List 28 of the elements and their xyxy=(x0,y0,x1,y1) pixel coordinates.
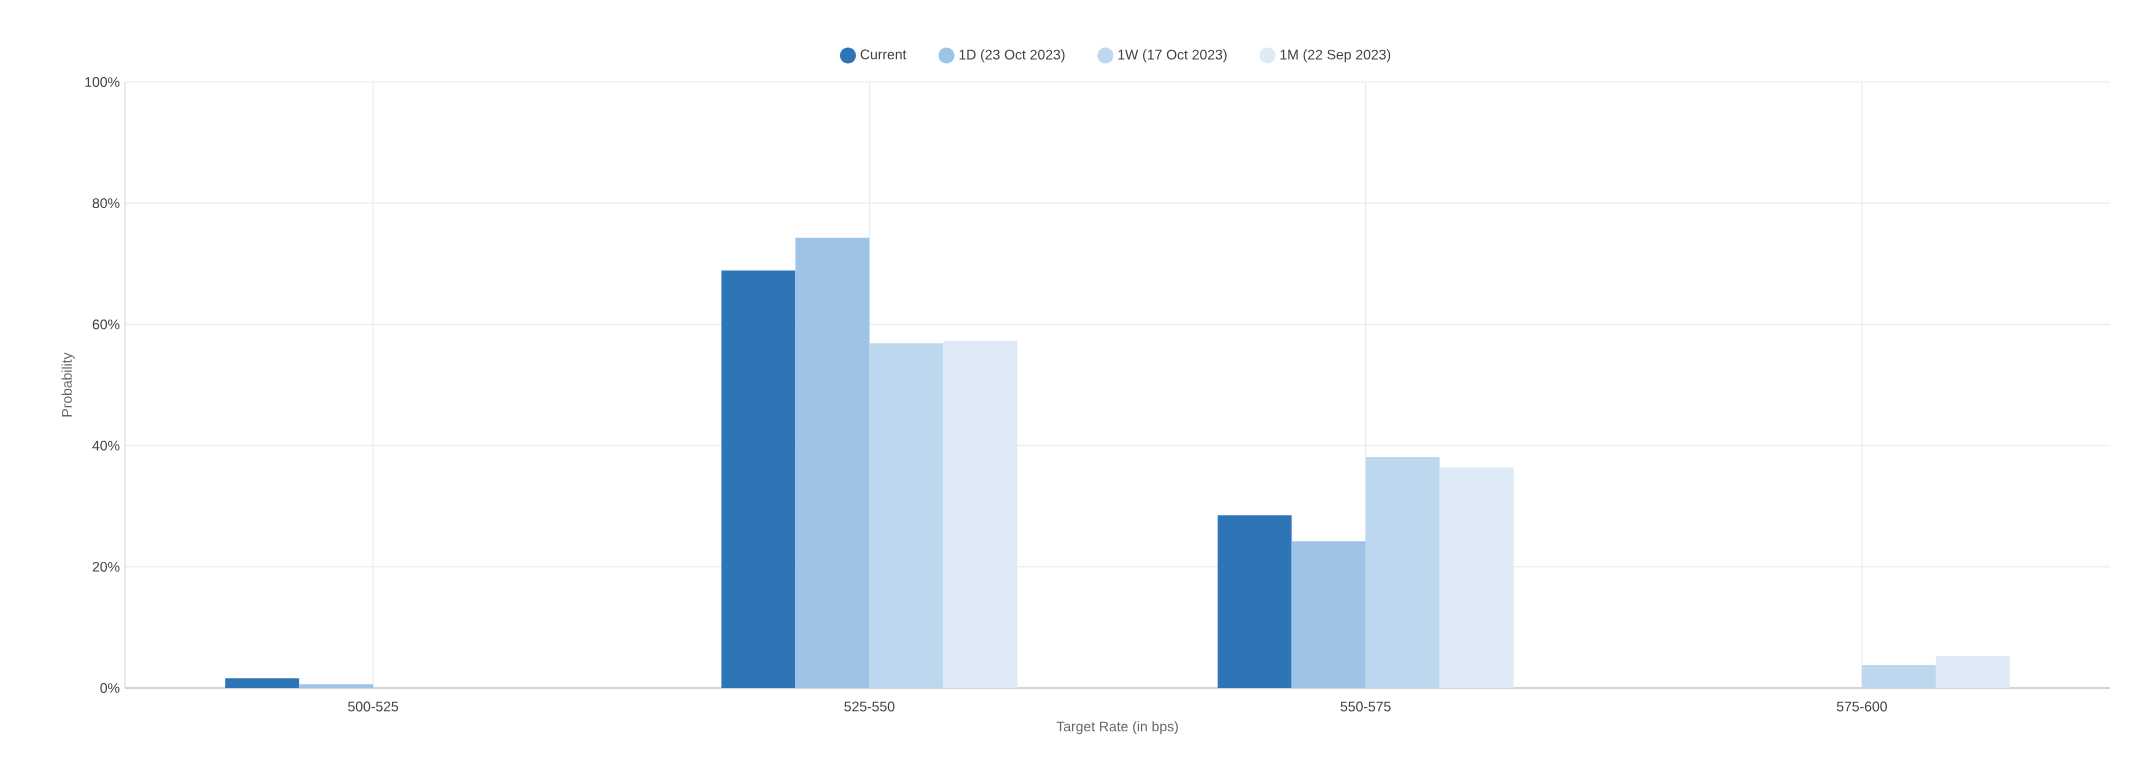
y-axis-title: Probability xyxy=(61,352,75,417)
bar xyxy=(795,237,870,688)
bar xyxy=(225,678,300,688)
x-axis-title: Target Rate (in bps) xyxy=(1056,721,1178,735)
x-tick-label: 500-525 xyxy=(348,701,399,712)
legend-label: 1W (17 Oct 2023) xyxy=(1118,49,1227,63)
bar xyxy=(943,340,1018,688)
legend-label: Current xyxy=(860,49,907,60)
y-tick-label: 80% xyxy=(92,198,120,209)
legend-label: 1D (23 Oct 2023) xyxy=(959,49,1065,63)
x-tick-label: 550-575 xyxy=(1340,701,1391,712)
bar xyxy=(1217,515,1292,688)
bar xyxy=(1861,664,1936,688)
bar xyxy=(721,270,796,688)
bar xyxy=(1439,467,1514,688)
x-tick-label: 525-550 xyxy=(844,701,895,712)
x-tick-label: 575-600 xyxy=(1836,701,1887,712)
legend-label: 1M (22 Sep 2023) xyxy=(1280,49,1391,63)
bar xyxy=(1935,655,2010,688)
bar xyxy=(1365,457,1440,688)
bar xyxy=(869,343,944,688)
y-tick-label: 100% xyxy=(85,77,120,87)
bar xyxy=(299,684,374,688)
y-tick-label: 20% xyxy=(92,561,120,572)
bar xyxy=(1291,541,1366,688)
y-tick-label: 0% xyxy=(100,683,120,693)
y-tick-label: 60% xyxy=(92,319,120,330)
y-tick-label: 40% xyxy=(92,440,120,451)
